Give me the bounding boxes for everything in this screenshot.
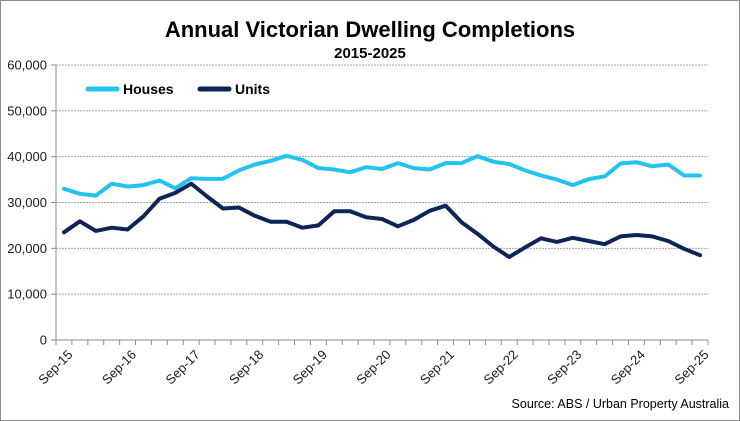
chart-subtitle: 2015-2025 bbox=[334, 45, 406, 62]
y-tick-label: 40,000 bbox=[7, 149, 47, 164]
y-axis: 0 10,000 20,000 30,000 40,000 50,000 60,000 bbox=[7, 58, 57, 348]
chart-title: Annual Victorian Dwelling Completions bbox=[165, 17, 575, 42]
x-tick-label: Sep-24 bbox=[608, 347, 648, 387]
x-tick-label: Sep-20 bbox=[353, 347, 393, 387]
x-tick-label: Sep-17 bbox=[162, 347, 202, 387]
legend-item-units: Units bbox=[197, 81, 270, 97]
y-tick-label: 10,000 bbox=[7, 287, 47, 302]
x-tick-label: Sep-25 bbox=[671, 347, 711, 387]
x-tick-label: Sep-16 bbox=[99, 347, 139, 387]
x-tick-label: Sep-23 bbox=[544, 347, 584, 387]
x-tick-label: Sep-19 bbox=[290, 347, 330, 387]
y-tick-label: 0 bbox=[40, 333, 47, 348]
gridlines bbox=[56, 64, 708, 295]
legend: Houses Units bbox=[85, 81, 270, 97]
legend-label-units: Units bbox=[235, 81, 270, 97]
series-lines bbox=[62, 153, 702, 259]
x-tick-label: Sep-21 bbox=[417, 347, 457, 387]
source-note: Source: ABS / Urban Property Australia bbox=[512, 397, 730, 411]
y-tick-label: 30,000 bbox=[7, 195, 47, 210]
x-tick-label: Sep-18 bbox=[226, 347, 266, 387]
legend-label-houses: Houses bbox=[123, 81, 174, 97]
series-line-units bbox=[62, 181, 702, 259]
legend-item-houses: Houses bbox=[85, 81, 174, 97]
y-tick-label: 60,000 bbox=[7, 58, 47, 73]
x-tick-label: Sep-15 bbox=[35, 347, 75, 387]
y-tick-label: 50,000 bbox=[7, 103, 47, 118]
y-tick-label: 20,000 bbox=[7, 241, 47, 256]
x-axis: Sep-15 Sep-16 Sep-17 Sep-18 Sep-19 Sep-20 Sep-… bbox=[35, 339, 712, 387]
series-line-houses bbox=[62, 153, 702, 198]
x-tick-label: Sep-22 bbox=[481, 347, 521, 387]
